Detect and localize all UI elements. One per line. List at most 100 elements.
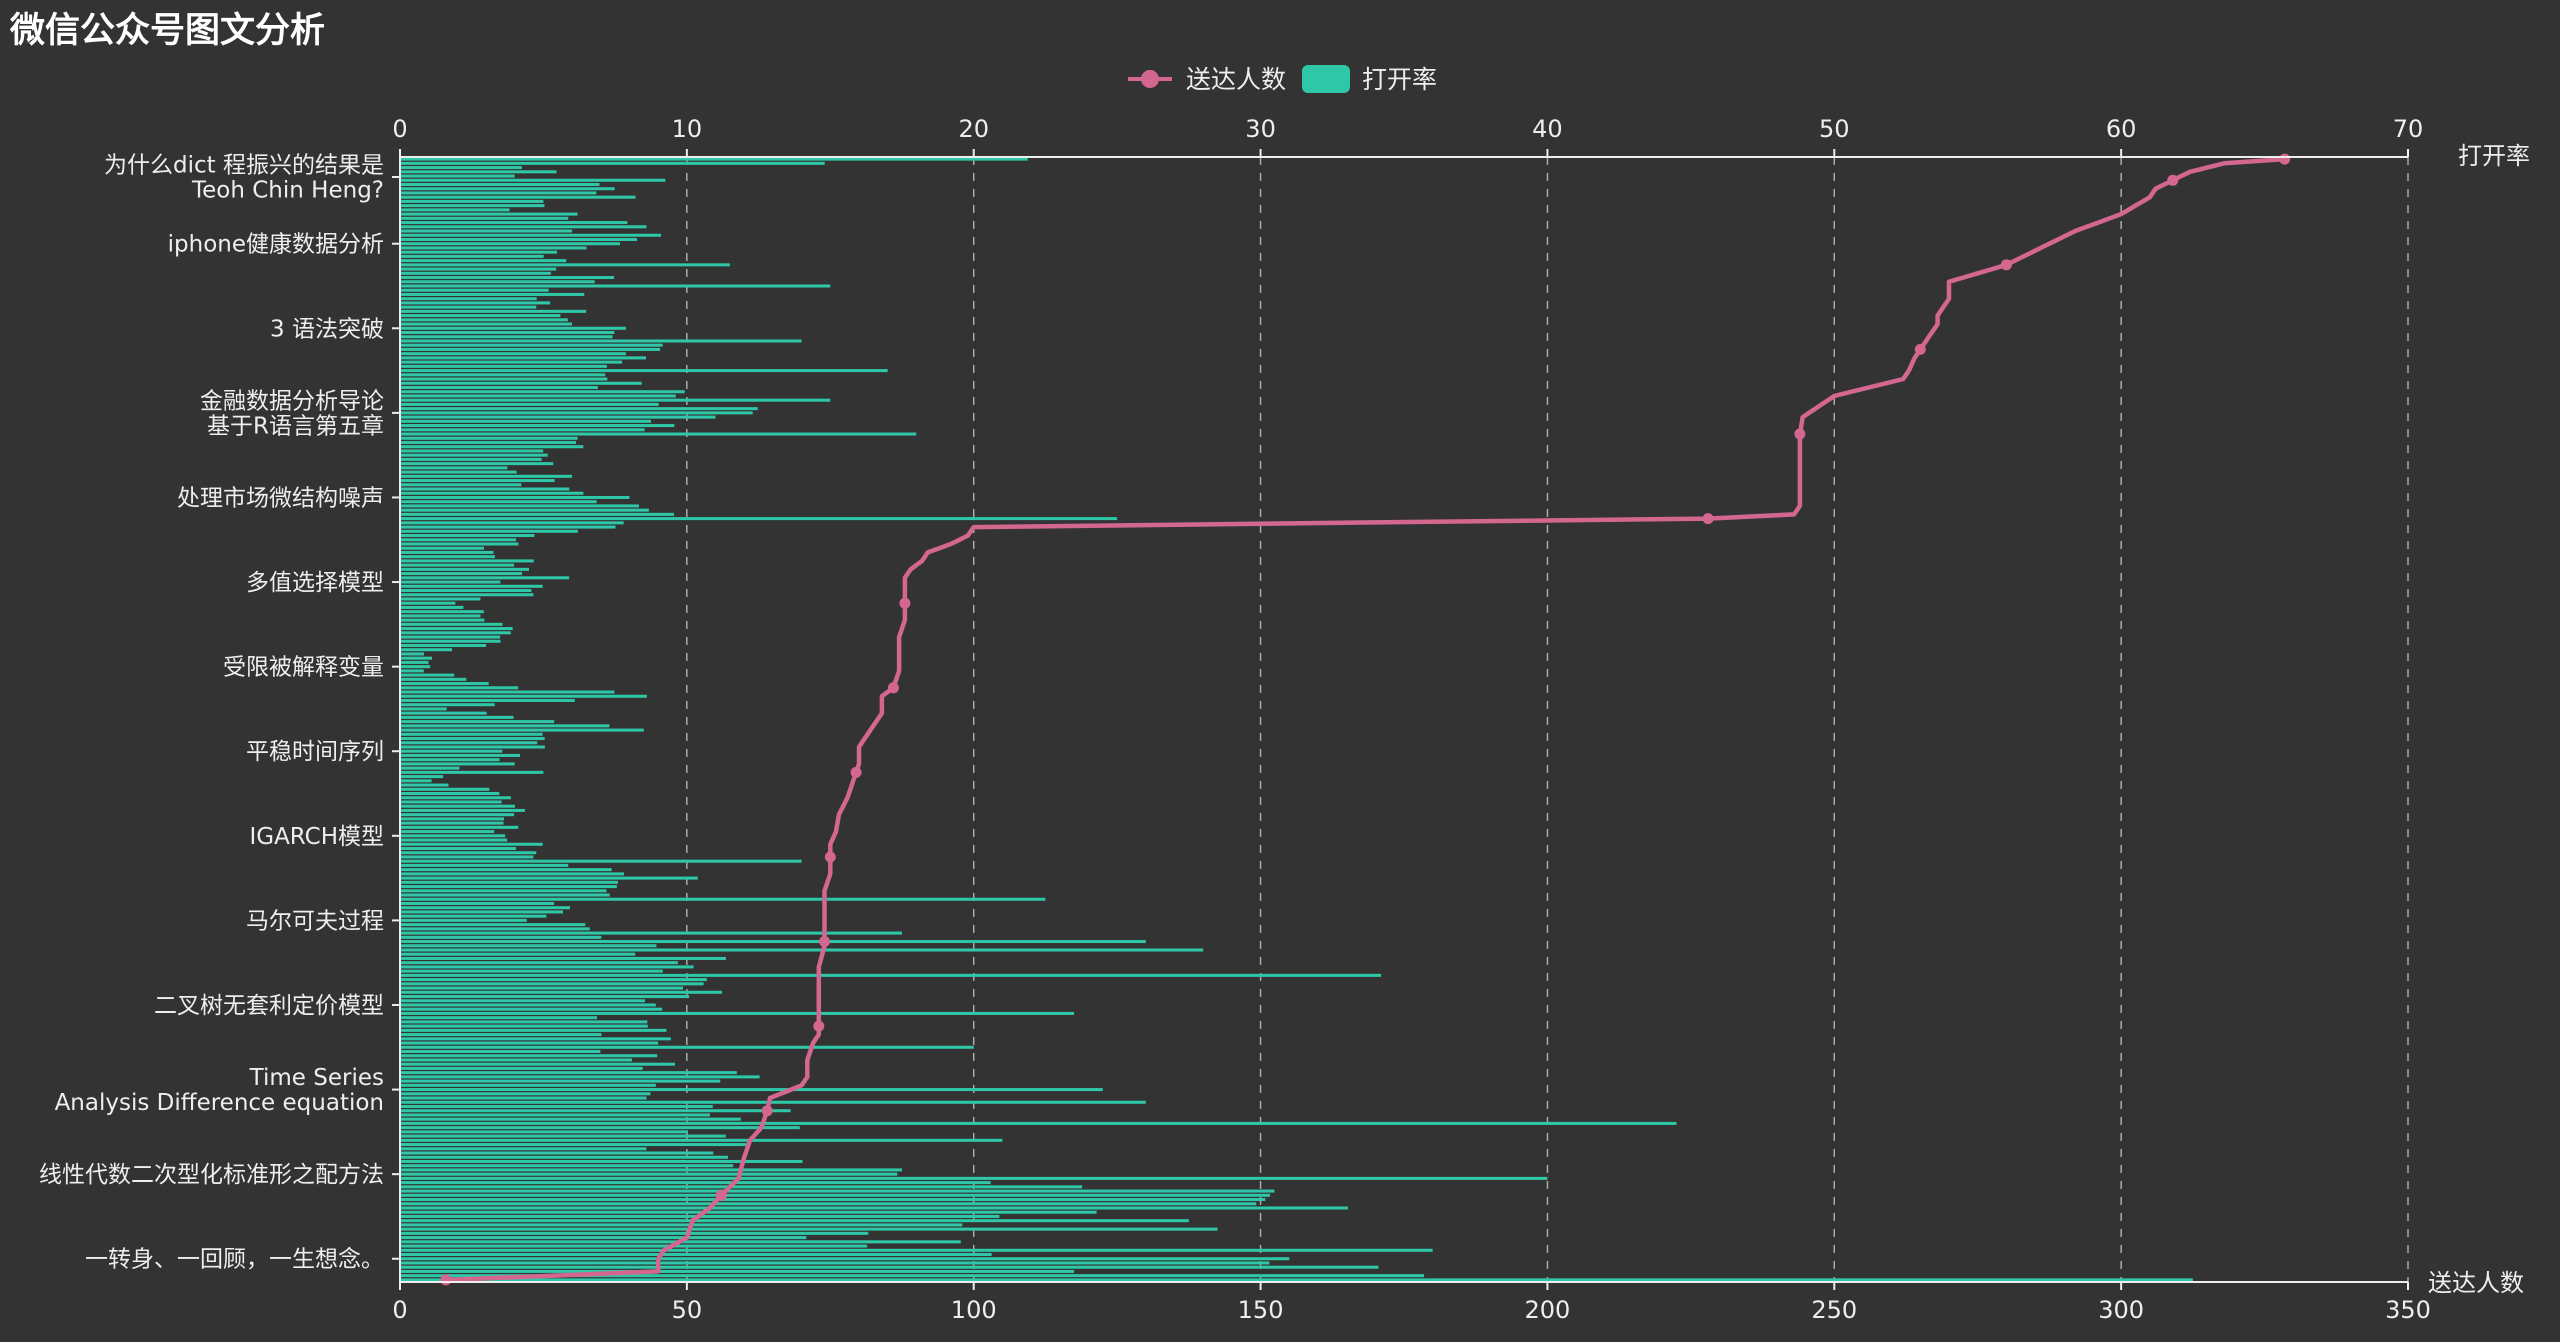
bar xyxy=(400,242,620,246)
bar xyxy=(400,990,722,994)
bar xyxy=(400,800,502,804)
bar xyxy=(400,737,545,741)
bar xyxy=(400,559,534,563)
category-label: iphone健康数据分析 xyxy=(168,232,384,258)
bar xyxy=(400,1083,656,1087)
bar xyxy=(400,271,551,275)
bar xyxy=(400,343,663,347)
category-label: 基于R语言第五章 xyxy=(207,413,384,439)
bar xyxy=(400,1236,807,1240)
bar xyxy=(400,373,606,377)
bar xyxy=(400,1257,1290,1261)
bar xyxy=(400,221,628,225)
bar xyxy=(400,1016,597,1020)
bar xyxy=(400,715,514,719)
bar xyxy=(400,529,578,533)
line-point xyxy=(899,597,911,609)
bar xyxy=(400,483,522,487)
bar xyxy=(400,1274,1425,1278)
legend-item-line[interactable]: 送达人数 xyxy=(1128,65,1286,94)
legend-item-bar[interactable]: 打开率 xyxy=(1302,65,1437,94)
bar xyxy=(400,631,511,635)
line-point xyxy=(824,851,836,863)
bar xyxy=(400,419,651,423)
bar xyxy=(400,648,453,652)
bar xyxy=(400,318,568,322)
bar xyxy=(400,665,431,669)
bar xyxy=(400,1007,663,1011)
bar xyxy=(400,1134,726,1138)
bar xyxy=(400,982,704,986)
bar xyxy=(400,880,618,884)
bar xyxy=(400,868,612,872)
bar xyxy=(400,508,649,512)
line-point xyxy=(2167,174,2179,186)
bar xyxy=(400,254,544,258)
chart-title: 微信公众号图文分析 xyxy=(10,11,326,51)
legend-line-marker-icon xyxy=(1141,70,1159,88)
bar xyxy=(400,1185,1083,1189)
bar xyxy=(400,284,831,288)
category-label: 处理市场微结构噪声 xyxy=(177,486,384,512)
bar xyxy=(400,1223,963,1227)
top-tick-label: 20 xyxy=(958,115,989,143)
bottom-tick-label: 0 xyxy=(392,1296,407,1324)
bar xyxy=(400,322,572,326)
bar xyxy=(400,449,544,453)
bar xyxy=(400,309,587,313)
bar xyxy=(400,842,543,846)
bar xyxy=(400,897,1046,901)
bar xyxy=(400,999,645,1003)
category-label: Analysis Difference equation xyxy=(55,1090,384,1116)
bar xyxy=(400,1096,647,1100)
bar xyxy=(400,593,534,597)
bar xyxy=(400,1193,1270,1197)
bar xyxy=(400,758,500,762)
bar xyxy=(400,250,557,254)
bar xyxy=(400,614,481,618)
bar xyxy=(400,732,543,736)
bar xyxy=(400,889,607,893)
bar xyxy=(400,326,626,330)
bar xyxy=(400,212,578,216)
line-point xyxy=(819,936,830,947)
bar xyxy=(400,834,506,838)
bar xyxy=(400,813,515,817)
bar xyxy=(400,1231,869,1235)
bottom-tick-label: 300 xyxy=(2098,1296,2144,1324)
bar xyxy=(400,605,464,609)
bar xyxy=(400,906,570,910)
bar xyxy=(400,424,675,428)
grid-lines xyxy=(686,157,2409,1282)
bar xyxy=(400,487,570,491)
bar xyxy=(400,580,501,584)
bar xyxy=(400,466,508,470)
category-label: Time Series xyxy=(249,1065,384,1091)
bar xyxy=(400,563,515,567)
bar xyxy=(400,178,666,182)
bar xyxy=(400,1117,741,1121)
line-point xyxy=(761,1105,773,1117)
bar xyxy=(400,398,831,402)
bar xyxy=(400,851,537,855)
bar xyxy=(400,572,522,576)
bar xyxy=(400,297,537,301)
bar xyxy=(400,927,590,931)
bar xyxy=(400,770,544,774)
bar xyxy=(400,204,545,208)
bar xyxy=(400,830,495,834)
bar xyxy=(400,161,825,165)
bar xyxy=(400,407,758,411)
bar xyxy=(400,432,917,436)
bar xyxy=(400,956,726,960)
bar xyxy=(400,995,690,999)
bottom-tick-label: 150 xyxy=(1238,1296,1284,1324)
legend[interactable]: 送达人数 打开率 xyxy=(1128,65,1437,94)
bar xyxy=(400,1244,868,1248)
bar xyxy=(400,682,489,686)
bar xyxy=(400,445,584,449)
bar xyxy=(400,191,597,195)
line-point xyxy=(2279,153,2291,165)
bar xyxy=(400,512,674,516)
bar xyxy=(400,550,494,554)
